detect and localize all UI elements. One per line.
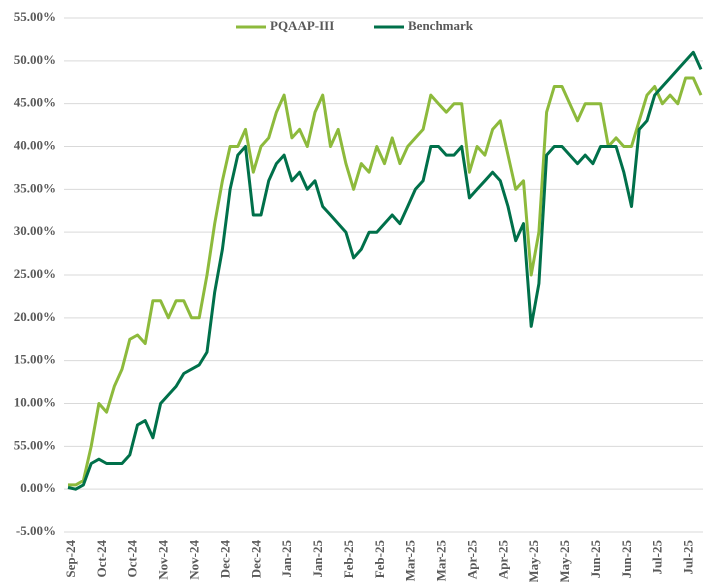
x-tick-label: Dec-24 <box>248 540 263 579</box>
legend-label: PQAAP-III <box>270 18 334 33</box>
line-series <box>68 76 703 487</box>
x-tick-label: Nov-24 <box>156 540 171 580</box>
x-tick-label: Jun-25 <box>588 540 603 579</box>
x-tick-label: Feb-25 <box>372 540 387 579</box>
y-tick-label: 45.00% <box>14 95 56 110</box>
x-tick-label: Jan-25 <box>310 540 325 578</box>
x-tick-label: Jan-25 <box>279 540 294 578</box>
x-tick-label: Feb-25 <box>341 540 356 579</box>
x-tick-label: Jul-25 <box>650 540 665 575</box>
x-tick-label: Dec-24 <box>217 540 232 579</box>
y-tick-label: 25.00% <box>14 266 56 281</box>
line-series <box>67 50 703 491</box>
x-tick-label: Apr-25 <box>495 540 510 580</box>
x-tick-label: Mar-25 <box>403 540 418 582</box>
y-tick-label: 40.00% <box>14 137 56 152</box>
x-tick-label: Sep-24 <box>63 540 78 578</box>
x-tick-label: May-25 <box>526 540 541 582</box>
y-tick-label: 55.00% <box>14 9 56 24</box>
y-tick-label: 10.00% <box>14 394 56 409</box>
x-tick-label: Oct-24 <box>125 540 140 578</box>
y-tick-label: 55.00% <box>14 437 56 452</box>
y-tick-label: 15.00% <box>14 352 56 367</box>
y-tick-label: -5.00% <box>16 523 56 538</box>
x-tick-label: May-25 <box>557 540 572 582</box>
x-tick-label: Jun-25 <box>619 540 634 579</box>
legend-label: Benchmark <box>408 18 474 33</box>
y-tick-label: 50.00% <box>14 52 56 67</box>
x-tick-label: Mar-25 <box>434 540 449 582</box>
y-tick-label: 30.00% <box>14 223 56 238</box>
y-tick-label: 35.00% <box>14 180 56 195</box>
y-tick-label: 20.00% <box>14 309 56 324</box>
x-tick-label: Oct-24 <box>94 540 109 578</box>
x-tick-label: Jul-25 <box>681 540 696 575</box>
y-tick-label: 0.00% <box>20 480 56 495</box>
x-tick-label: Apr-25 <box>464 540 479 580</box>
x-tick-label: Nov-24 <box>186 540 201 580</box>
